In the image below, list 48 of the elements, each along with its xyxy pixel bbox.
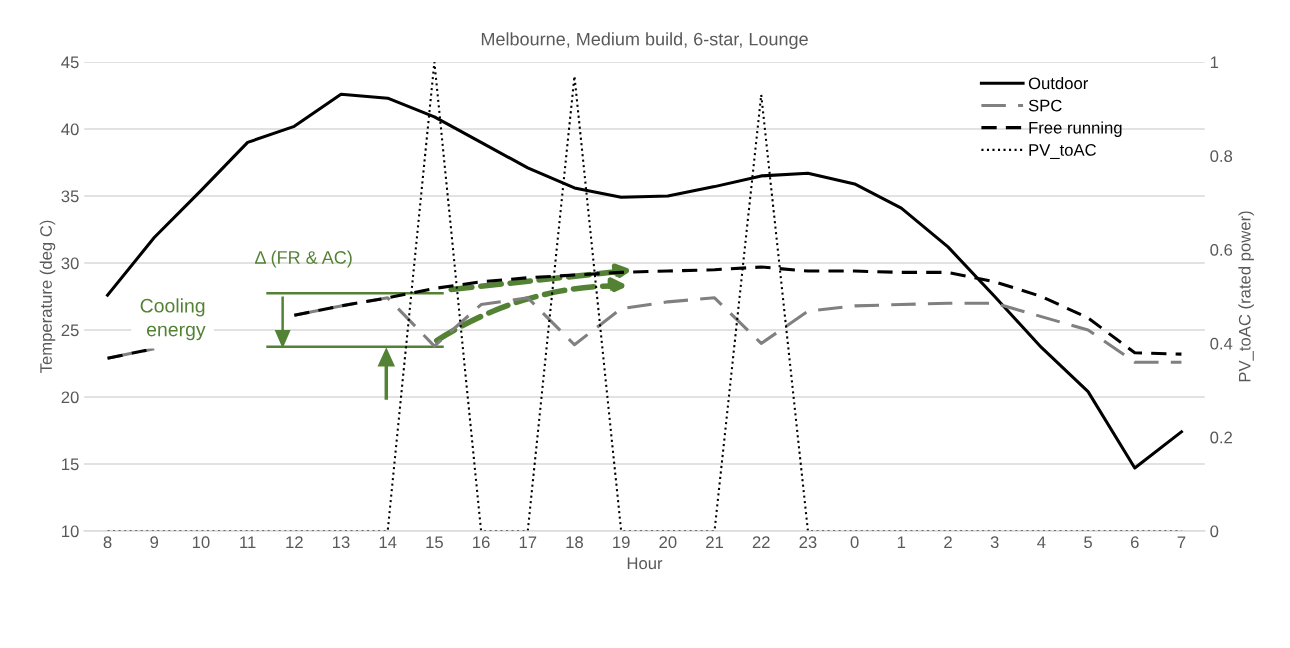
y2-tick-label: 0.8 [1210,150,1233,162]
x-tick-label: 0 [850,536,859,549]
x-tick-label: 4 [1037,536,1046,548]
legend-label: SPC [1028,99,1062,112]
y2-axis-title: PV_toAC (rated power) [1238,211,1254,382]
x-tick-label: 6 [1130,536,1139,549]
x-tick-label: 7 [1177,536,1186,548]
y-tick-label: 35 [61,190,79,203]
y-tick-label: 20 [61,391,79,404]
legend-label: Outdoor [1028,77,1089,90]
x-tick-label: 18 [566,536,584,549]
y2-tick-label: 1 [1210,56,1219,69]
x-axis-title: Hour [627,557,663,570]
x-tick-label: 3 [990,536,999,549]
legend-label: Free running [1029,121,1122,137]
y2-tick-label: 0.2 [1210,431,1232,444]
y-tick-label: 45 [61,56,79,69]
x-tick-label: 2 [944,536,952,548]
x-tick-label: 16 [473,536,490,549]
x-tick-label: 20 [659,536,677,549]
chart-title: Melbourne, Medium build, 6-star, Lounge [481,32,808,50]
y-tick-label: 40 [61,123,79,136]
x-tick-label: 11 [240,536,256,548]
y-axis-title: Temperature (deg C) [39,220,56,373]
legend-label: PV_toAC [1029,144,1096,159]
x-tick-label: 15 [426,536,443,549]
x-tick-label: 13 [333,536,350,549]
x-tick-label: 10 [192,536,210,549]
y-tick-label: 15 [62,458,79,471]
x-tick-label: 19 [613,536,630,549]
x-tick-label: 14 [379,536,397,548]
x-tick-label: 9 [150,536,159,549]
x-tick-label: 17 [519,536,537,548]
x-tick-label: 1 [897,536,906,548]
y2-tick-label: 0.6 [1210,244,1233,256]
annotation: Cooling energy [140,298,206,341]
y-tick-label: 25 [61,324,79,337]
x-tick-label: 22 [752,536,770,548]
x-tick-label: 12 [286,536,303,548]
y-tick-label: 30 [61,257,79,270]
annotation: Δ (FR & AC) [255,250,352,268]
y-tick-label: 10 [62,525,79,538]
y2-tick-label: 0.4 [1210,337,1233,350]
x-tick-label: 8 [103,536,112,549]
x-tick-label: 5 [1084,536,1093,549]
x-tick-label: 21 [706,536,723,548]
y2-tick-label: 0 [1210,525,1219,538]
x-tick-label: 23 [799,536,817,549]
